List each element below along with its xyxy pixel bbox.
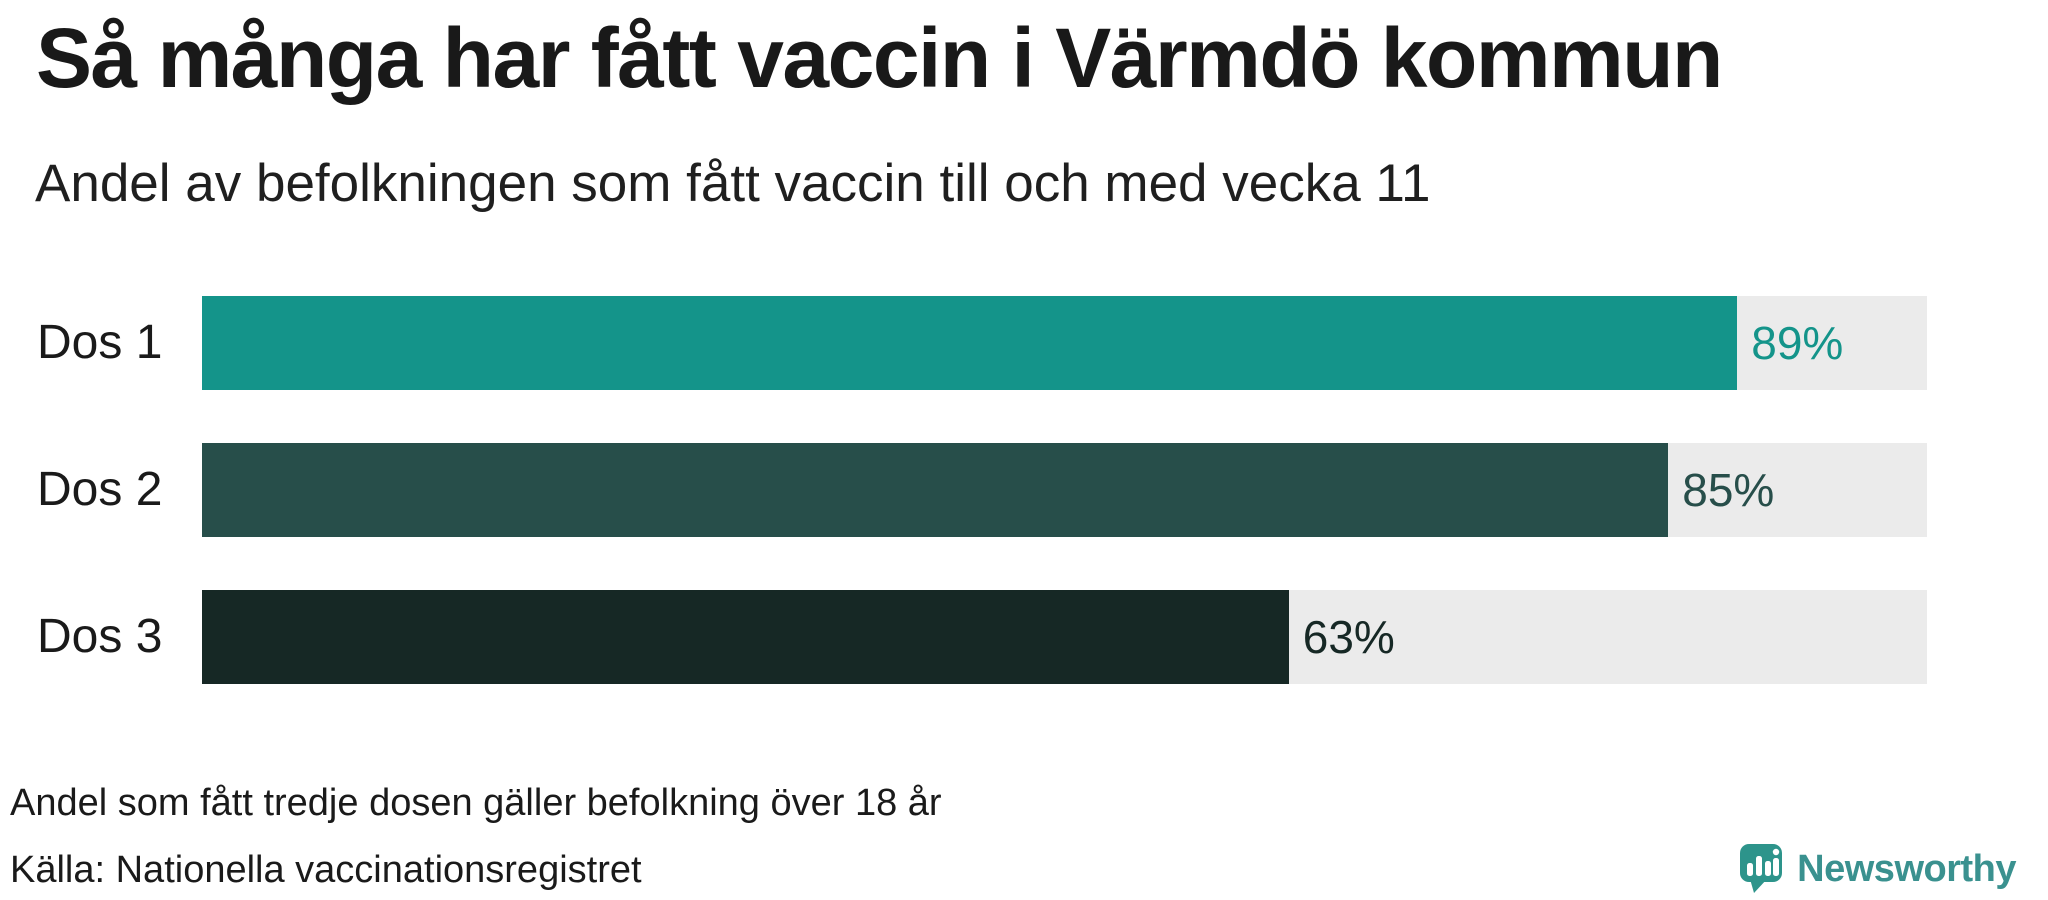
page-subtitle: Andel av befolkningen som fått vaccin ti… — [35, 154, 1431, 213]
bar-track: 85% — [202, 443, 1927, 537]
chart-footnote: Andel som fått tredje dosen gäller befol… — [10, 782, 942, 824]
bar-row: Dos 2 85% — [0, 443, 2048, 537]
bar-category-label: Dos 1 — [37, 316, 163, 369]
bar-chart: Dos 1 89% Dos 2 85% Dos 3 63% — [0, 296, 2048, 684]
newsworthy-logo-text: Newsworthy — [1797, 848, 2016, 890]
bar-value-label: 63% — [1302, 611, 1395, 663]
bar-value-label: 85% — [1682, 464, 1775, 516]
bar-category-label: Dos 2 — [37, 463, 163, 516]
page-title: Så många har fått vaccin i Värmdö kommun — [36, 11, 1723, 105]
bar — [202, 590, 1289, 684]
bar — [202, 443, 1669, 537]
bar-row: Dos 1 89% — [0, 296, 2048, 390]
bar-track: 63% — [202, 590, 1927, 684]
bar-category-label: Dos 3 — [37, 610, 163, 663]
bar-row: Dos 3 63% — [0, 590, 2048, 684]
bar — [202, 296, 1738, 390]
bar-track: 89% — [202, 296, 1927, 390]
newsworthy-logo-icon — [1740, 844, 1783, 893]
bar-value-label: 89% — [1751, 317, 1844, 369]
newsworthy-logo: Newsworthy — [1740, 844, 2016, 894]
chart-source: Källa: Nationella vaccinationsregistret — [10, 849, 642, 891]
